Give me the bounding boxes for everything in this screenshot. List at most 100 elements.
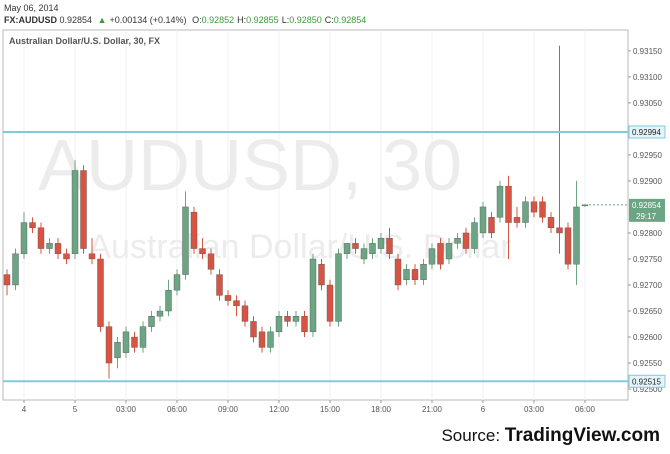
candle-body xyxy=(165,289,172,312)
y-tick-label: 0.93100 xyxy=(633,73,662,82)
candle-body xyxy=(343,243,351,254)
symbol: FX:AUDUSD xyxy=(4,15,57,25)
candle-body xyxy=(352,243,359,249)
candle-body xyxy=(403,269,410,280)
candle-body xyxy=(564,227,572,265)
candle-body xyxy=(54,243,62,254)
candle-body xyxy=(454,237,461,244)
candle-body xyxy=(29,222,36,228)
x-tick-label: 12:00 xyxy=(269,405,290,414)
candle-body xyxy=(386,237,393,254)
x-tick-label: 6 xyxy=(481,405,486,414)
up-arrow: ▲ xyxy=(97,15,107,25)
candle-body xyxy=(309,258,317,333)
candle-body xyxy=(318,263,325,286)
candle-body xyxy=(80,170,87,249)
x-tick-label: 09:00 xyxy=(218,405,239,414)
candle-body xyxy=(139,326,147,348)
ohlc-label: L: xyxy=(281,15,290,25)
candle-body xyxy=(37,227,45,249)
level-label: 0.92994 xyxy=(632,128,661,137)
candle-body xyxy=(335,253,342,322)
y-tick-label: 0.92750 xyxy=(633,255,662,264)
candle-body xyxy=(301,316,308,333)
candle-body xyxy=(182,206,189,275)
y-tick-label: 0.92700 xyxy=(633,281,662,290)
y-tick-label: 0.92800 xyxy=(633,229,662,238)
ohlc-value: 0.92854 xyxy=(333,15,367,25)
chart-title: Australian Dollar/U.S. Dollar, 30, FX xyxy=(9,36,160,46)
candle-body xyxy=(522,201,529,223)
candle-body xyxy=(420,263,427,280)
x-tick-label: 06:00 xyxy=(575,405,596,414)
level-label: 0.92515 xyxy=(632,377,661,386)
quote-row: FX:AUDUSD 0.92854 ▲ +0.00134 (+0.14%) O:0… xyxy=(4,14,372,26)
price: 0.92854 xyxy=(59,15,93,25)
ohlc: O:0.92852 H:0.92855 L:0.92850 C:0.92854 xyxy=(192,15,369,25)
candle-body xyxy=(479,206,487,234)
candle-body xyxy=(496,185,504,218)
candle-body xyxy=(258,331,266,348)
y-tick-label: 0.92650 xyxy=(633,307,662,316)
candle-body xyxy=(156,310,164,317)
candle-body xyxy=(241,305,249,322)
x-tick-label: 06:00 xyxy=(167,405,188,414)
candle-body xyxy=(275,316,283,333)
ohlc-label: C: xyxy=(324,15,334,25)
candle-body xyxy=(284,316,291,322)
candle-body xyxy=(20,222,28,254)
header: May 06, 2014 FX:AUDUSD 0.92854 ▲ +0.00134… xyxy=(4,2,372,26)
last-price-label: 0.92854 xyxy=(632,201,661,210)
y-tick-label: 0.92600 xyxy=(633,333,662,342)
candle-body xyxy=(224,295,232,301)
y-tick-label: 0.92500 xyxy=(633,385,662,394)
candle-body xyxy=(3,274,11,286)
candle-body xyxy=(207,253,215,270)
candle-body xyxy=(462,232,470,249)
x-tick-label: 15:00 xyxy=(320,405,341,414)
candle-body xyxy=(122,331,130,353)
candle-body xyxy=(46,243,53,249)
candle-body xyxy=(97,258,104,327)
candle-body xyxy=(267,331,274,348)
source-prefix: Source: xyxy=(441,426,501,445)
date: May 06, 2014 xyxy=(4,3,59,13)
candle-body xyxy=(326,284,334,322)
candle-body xyxy=(369,243,376,254)
candle-body xyxy=(530,201,538,213)
candle-body xyxy=(190,211,198,249)
candle-body xyxy=(513,217,521,223)
x-tick-label: 5 xyxy=(73,405,78,414)
level-box xyxy=(628,374,666,388)
candle-body xyxy=(437,243,444,265)
candle-body xyxy=(394,258,402,286)
candle-body xyxy=(547,217,555,228)
y-tick-label: 0.92900 xyxy=(633,177,662,186)
candle-body xyxy=(360,248,368,260)
countdown: 29:17 xyxy=(636,212,657,221)
ohlc-label: H: xyxy=(237,15,247,25)
candle-body xyxy=(173,274,181,291)
candle-body xyxy=(539,201,546,218)
candle-body xyxy=(114,342,121,359)
candle-body xyxy=(131,336,138,348)
ohlc-value: 0.92852 xyxy=(201,15,235,25)
y-tick-label: 0.93050 xyxy=(633,99,662,108)
candle-body xyxy=(216,274,223,296)
candle-body xyxy=(88,253,96,260)
candle-body xyxy=(292,316,300,322)
candle-body xyxy=(411,269,419,280)
source-site: TradingView.com xyxy=(504,425,660,446)
candle-body xyxy=(471,222,478,249)
last-price-box xyxy=(629,198,665,222)
y-tick-label: 0.93150 xyxy=(633,47,662,56)
candle-body xyxy=(199,248,206,254)
ohlc-label: O: xyxy=(192,15,202,25)
y-tick-label: 0.92550 xyxy=(633,359,662,368)
chart: AUDUSD, 30 Australian Dollar/U.S. Dollar… xyxy=(2,29,666,414)
candle-body xyxy=(573,206,580,265)
candle-body xyxy=(505,185,512,223)
level-box xyxy=(628,125,666,139)
change: +0.00134 (+0.14%) xyxy=(109,15,187,25)
